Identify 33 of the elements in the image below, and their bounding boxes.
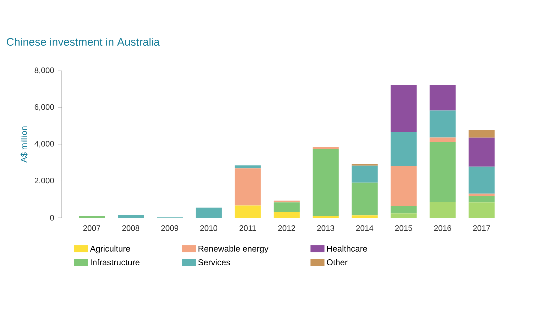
y-axis-title: A$ million	[20, 126, 28, 163]
bar	[468, 196, 495, 203]
legend-label: Agriculture	[90, 246, 130, 254]
bar	[430, 85, 456, 111]
bar	[234, 206, 261, 218]
bar	[118, 215, 144, 218]
bar	[430, 110, 456, 138]
legend-label: Services	[198, 259, 230, 266]
legend-label: Other	[327, 259, 348, 266]
bar	[468, 138, 495, 167]
bar	[430, 202, 456, 218]
bar	[234, 166, 261, 169]
bar	[390, 132, 417, 166]
bar	[468, 202, 495, 218]
bar	[352, 166, 378, 183]
bar	[196, 208, 222, 218]
bar	[234, 168, 261, 206]
bar	[430, 142, 456, 202]
legend-label: Infrastructure	[91, 259, 140, 266]
bar	[352, 182, 378, 216]
bar	[274, 202, 300, 212]
bar	[390, 214, 417, 218]
bar	[468, 130, 495, 138]
bar	[390, 206, 417, 214]
legend-label: Healthcare	[327, 246, 368, 252]
bar	[312, 149, 339, 216]
legend-label: Renewable energy	[198, 246, 269, 254]
bar	[274, 212, 300, 218]
bar	[390, 84, 417, 132]
chart-title: Chinese investment in Australia	[7, 38, 160, 46]
bar	[468, 166, 495, 194]
bar	[430, 138, 456, 142]
bar	[390, 166, 417, 206]
